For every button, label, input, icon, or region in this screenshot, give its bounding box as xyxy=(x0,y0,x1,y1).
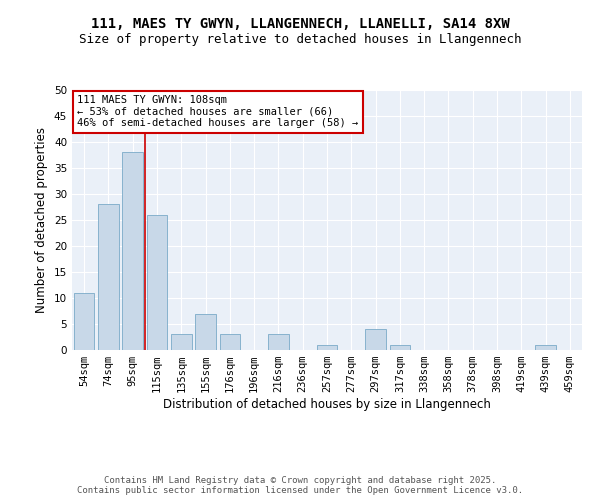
Bar xyxy=(365,329,386,350)
Text: 111, MAES TY GWYN, LLANGENNECH, LLANELLI, SA14 8XW: 111, MAES TY GWYN, LLANGENNECH, LLANELLI… xyxy=(91,18,509,32)
Bar xyxy=(171,334,191,350)
Y-axis label: Number of detached properties: Number of detached properties xyxy=(35,127,49,313)
Text: 111 MAES TY GWYN: 108sqm
← 53% of detached houses are smaller (66)
46% of semi-d: 111 MAES TY GWYN: 108sqm ← 53% of detach… xyxy=(77,95,358,128)
Bar xyxy=(74,293,94,350)
Bar xyxy=(220,334,240,350)
Bar xyxy=(535,345,556,350)
Bar xyxy=(98,204,119,350)
Bar xyxy=(317,345,337,350)
Bar xyxy=(389,345,410,350)
X-axis label: Distribution of detached houses by size in Llangennech: Distribution of detached houses by size … xyxy=(163,398,491,411)
Bar xyxy=(122,152,143,350)
Text: Contains HM Land Registry data © Crown copyright and database right 2025.
Contai: Contains HM Land Registry data © Crown c… xyxy=(77,476,523,495)
Bar xyxy=(195,314,216,350)
Text: Size of property relative to detached houses in Llangennech: Size of property relative to detached ho… xyxy=(79,32,521,46)
Bar xyxy=(268,334,289,350)
Bar xyxy=(146,215,167,350)
